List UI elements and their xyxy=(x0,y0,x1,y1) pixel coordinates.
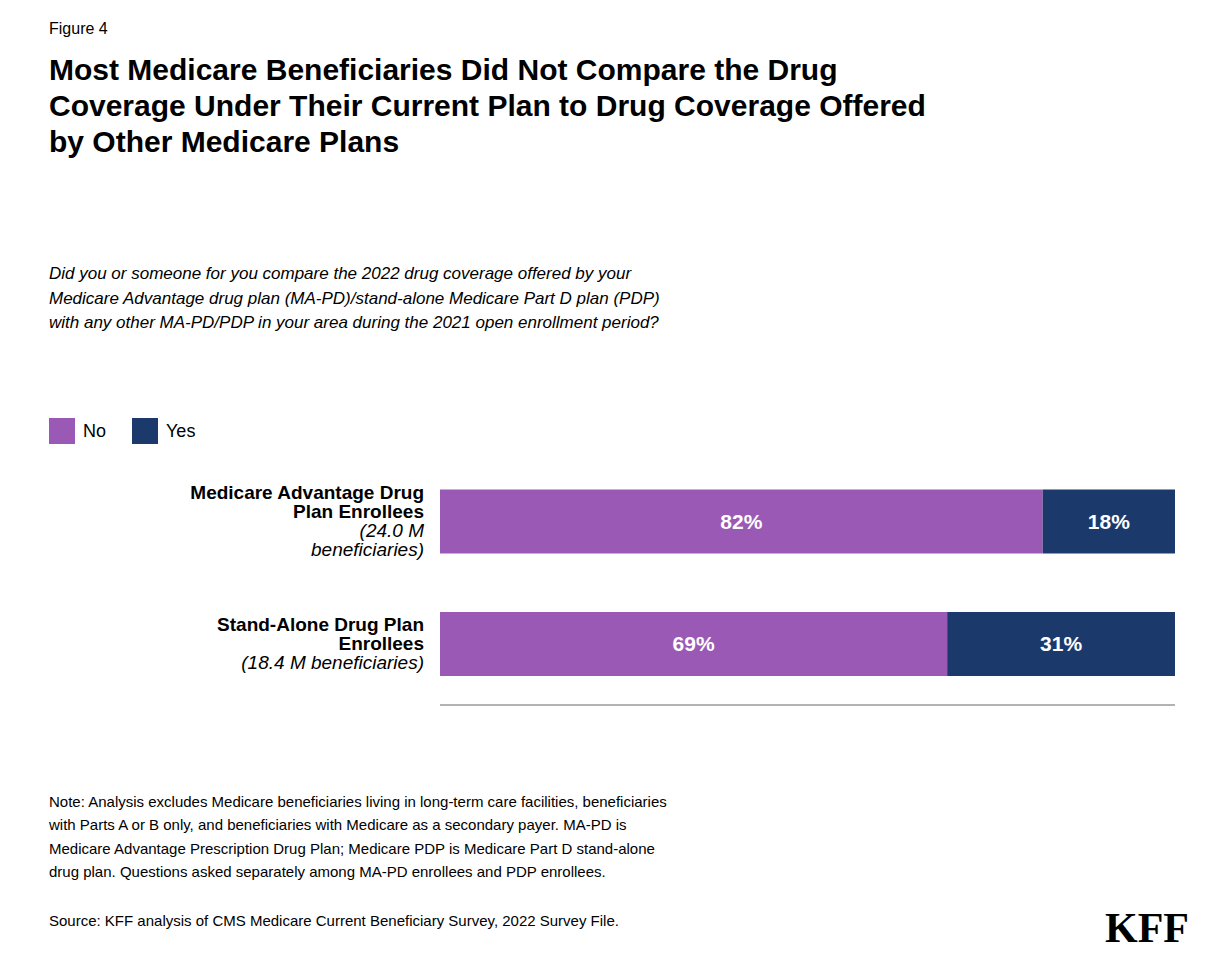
svg-text:18%: 18% xyxy=(1088,510,1130,533)
html-text:Did you or someone for you com: Did you or someone for you compare the 2… xyxy=(49,264,660,333)
html-text:Most Medicare Beneficiaries Di: Most Medicare Beneficiaries Did Not Comp… xyxy=(49,53,926,158)
html-text:Figure 4: Figure 4 xyxy=(49,20,108,37)
svg-text:Medicare Advantage DrugPlan En: Medicare Advantage DrugPlan Enrollees(24… xyxy=(190,482,424,560)
svg-text:31%: 31% xyxy=(1040,632,1082,655)
html-text:KFF: KFF xyxy=(1105,905,1189,951)
html-text:Yes: Yes xyxy=(166,420,196,441)
svg-text:82%: 82% xyxy=(720,510,762,533)
html-text:Note: Analysis excludes Medica: Note: Analysis excludes Medicare benefic… xyxy=(49,793,667,880)
svg-text:69%: 69% xyxy=(673,632,715,655)
html-text:Source: KFF analysis of CMS Me: Source: KFF analysis of CMS Medicare Cur… xyxy=(49,912,619,929)
svg-text:Stand-Alone Drug PlanEnrollees: Stand-Alone Drug PlanEnrollees(18.4 M be… xyxy=(217,614,424,673)
html-text:No: No xyxy=(83,420,106,441)
